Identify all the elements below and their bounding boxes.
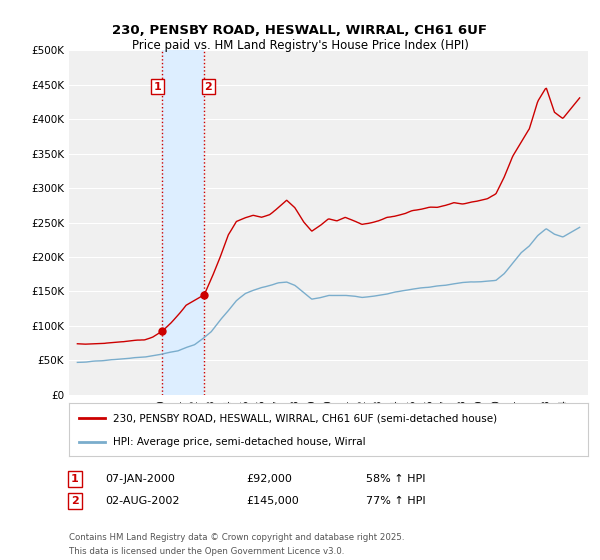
Text: 02-AUG-2002: 02-AUG-2002 bbox=[105, 496, 179, 506]
Text: 77% ↑ HPI: 77% ↑ HPI bbox=[366, 496, 425, 506]
Text: 2: 2 bbox=[71, 496, 79, 506]
Text: 58% ↑ HPI: 58% ↑ HPI bbox=[366, 474, 425, 484]
Text: 2: 2 bbox=[205, 82, 212, 92]
Text: 1: 1 bbox=[71, 474, 79, 484]
Text: 230, PENSBY ROAD, HESWALL, WIRRAL, CH61 6UF: 230, PENSBY ROAD, HESWALL, WIRRAL, CH61 … bbox=[113, 24, 487, 36]
Bar bbox=[161, 50, 204, 395]
Text: £92,000: £92,000 bbox=[246, 474, 292, 484]
Text: 230, PENSBY ROAD, HESWALL, WIRRAL, CH61 6UF (semi-detached house): 230, PENSBY ROAD, HESWALL, WIRRAL, CH61 … bbox=[113, 413, 497, 423]
Text: Price paid vs. HM Land Registry's House Price Index (HPI): Price paid vs. HM Land Registry's House … bbox=[131, 39, 469, 52]
Text: £145,000: £145,000 bbox=[246, 496, 299, 506]
Text: 1: 1 bbox=[154, 82, 161, 92]
Text: 07-JAN-2000: 07-JAN-2000 bbox=[105, 474, 175, 484]
Text: Contains HM Land Registry data © Crown copyright and database right 2025.: Contains HM Land Registry data © Crown c… bbox=[69, 533, 404, 542]
Text: This data is licensed under the Open Government Licence v3.0.: This data is licensed under the Open Gov… bbox=[69, 547, 344, 556]
Text: HPI: Average price, semi-detached house, Wirral: HPI: Average price, semi-detached house,… bbox=[113, 436, 366, 446]
